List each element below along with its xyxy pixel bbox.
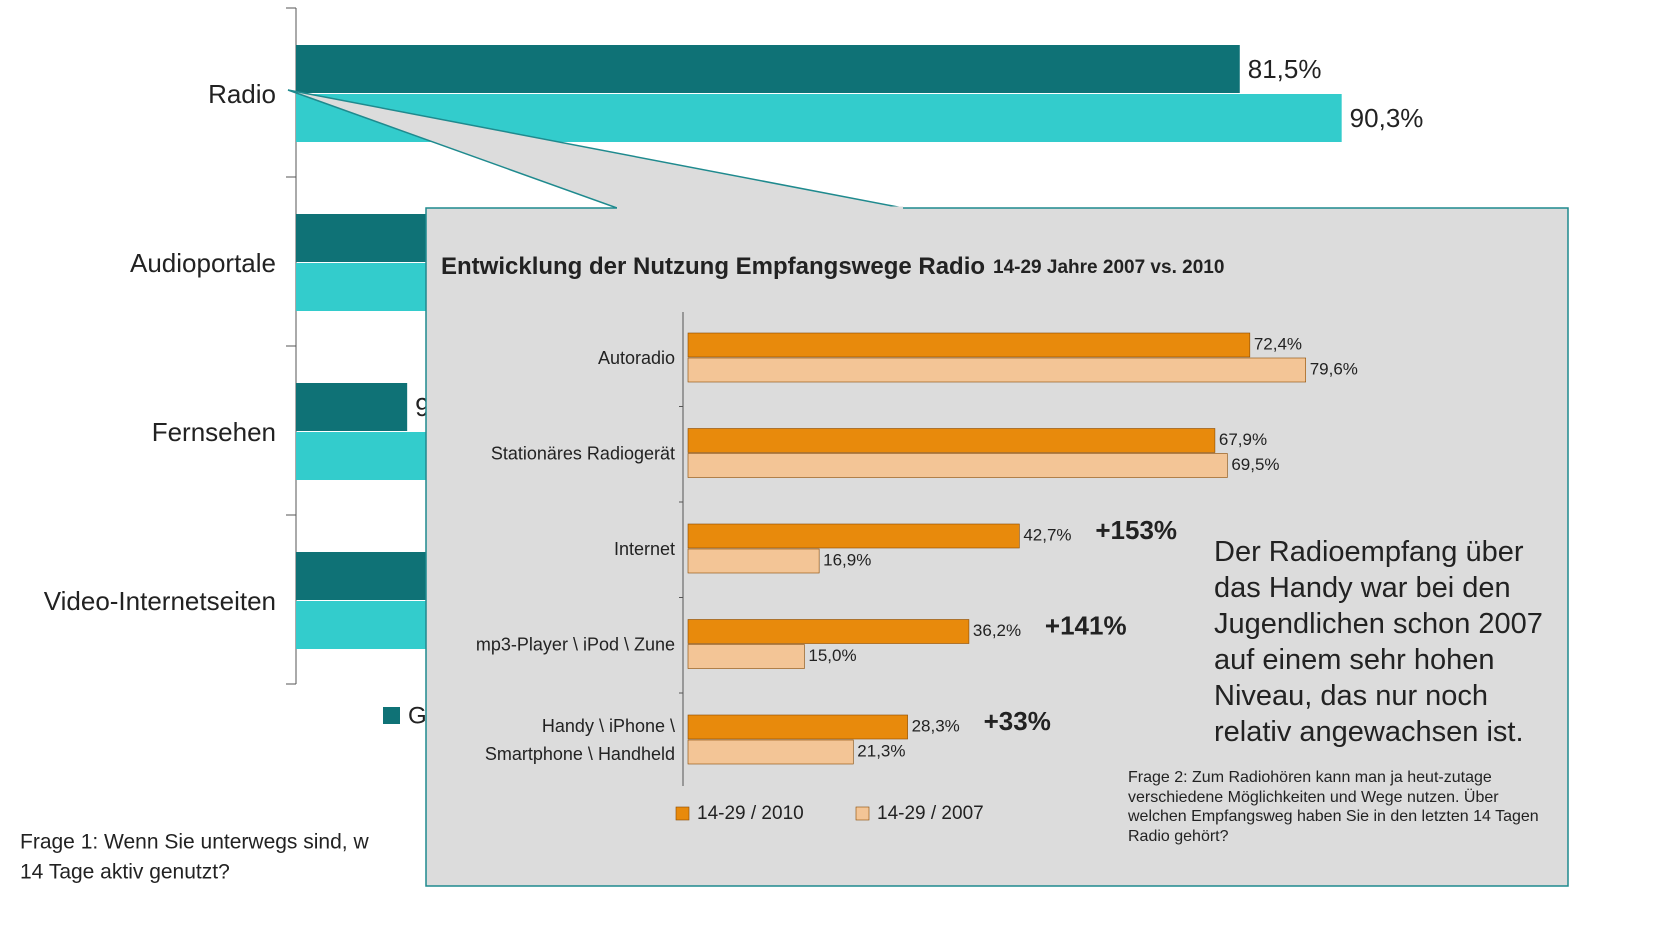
subtitle: 14-29 Jahre 2007 vs. 2010 [993,257,1224,278]
note-box: Der Radioempfang über das Handy war bei … [1214,536,1543,748]
bar [687,523,1020,549]
value-label: 67,9% [1219,430,1267,449]
bar [687,619,970,644]
outer-ticks [286,7,296,685]
category-label: Video-Internetseiten [44,586,276,616]
value-label: 36,2% [973,621,1021,640]
growth-annotation: +33% [984,706,1051,736]
bar [687,548,820,574]
value-label: 15,0% [808,646,856,665]
category-label: Autoradio [598,348,675,368]
growth-annotation: +153% [1095,515,1177,545]
bar [687,739,854,765]
growth-annotation: +141% [1045,610,1127,640]
category-label: Handy \ iPhone \ Smartphone \ Handheld [485,716,675,764]
bar [296,45,1240,93]
value-label: 81,5% [1248,54,1322,84]
value-label: 16,9% [823,550,871,569]
legend-swatch [855,806,870,821]
category-line: Smartphone \ Handheld [485,744,675,764]
legend-label: 14-29 / 2007 [877,803,984,824]
category-label: Audioportale [130,248,276,278]
inner-title: Entwicklung der Nutzung Empfangswege Rad… [441,253,1224,280]
value-label: 79,6% [1310,359,1358,378]
bar [296,383,408,431]
bar [687,332,1251,358]
category-label: Radio [208,79,276,109]
value-label: 28,3% [912,716,960,735]
bar [687,714,908,740]
bar [687,428,1216,453]
category-label: Stationäres Radiogerät [491,443,675,463]
category-label: Fernsehen [152,417,276,447]
inner-chart: Entwicklung der Nutzung Empfangswege Rad… [441,253,1543,845]
value-label: 90,3% [1350,103,1424,133]
value-label: 72,4% [1254,334,1302,353]
question: 14 Tage aktiv genutzt? [20,861,230,884]
category-label: Internet [614,539,675,559]
bar [687,453,1228,478]
category-line: Handy \ iPhone \ [542,716,675,736]
legend-swatch [675,806,690,821]
footnote: Frage 2: Zum Radiohören kann man ja heut… [1128,769,1539,845]
question: Frage 1: Wenn Sie unterwegs sind, w [20,831,369,854]
value-label: 69,5% [1231,455,1279,474]
note: Der Radioempfang über das Handy war bei … [1214,536,1543,748]
bar [687,644,805,669]
title: Entwicklung der Nutzung Empfangswege Rad… [441,253,985,280]
legend-swatch [383,707,400,724]
value-label: 21,3% [857,741,905,760]
footnote-box: Frage 2: Zum Radiohören kann man ja heut… [1128,769,1539,845]
bar [687,357,1306,383]
value-label: 42,7% [1023,525,1071,544]
category-label: mp3-Player \ iPod \ Zune [476,634,675,654]
legend-label: 14-29 / 2010 [697,803,804,824]
